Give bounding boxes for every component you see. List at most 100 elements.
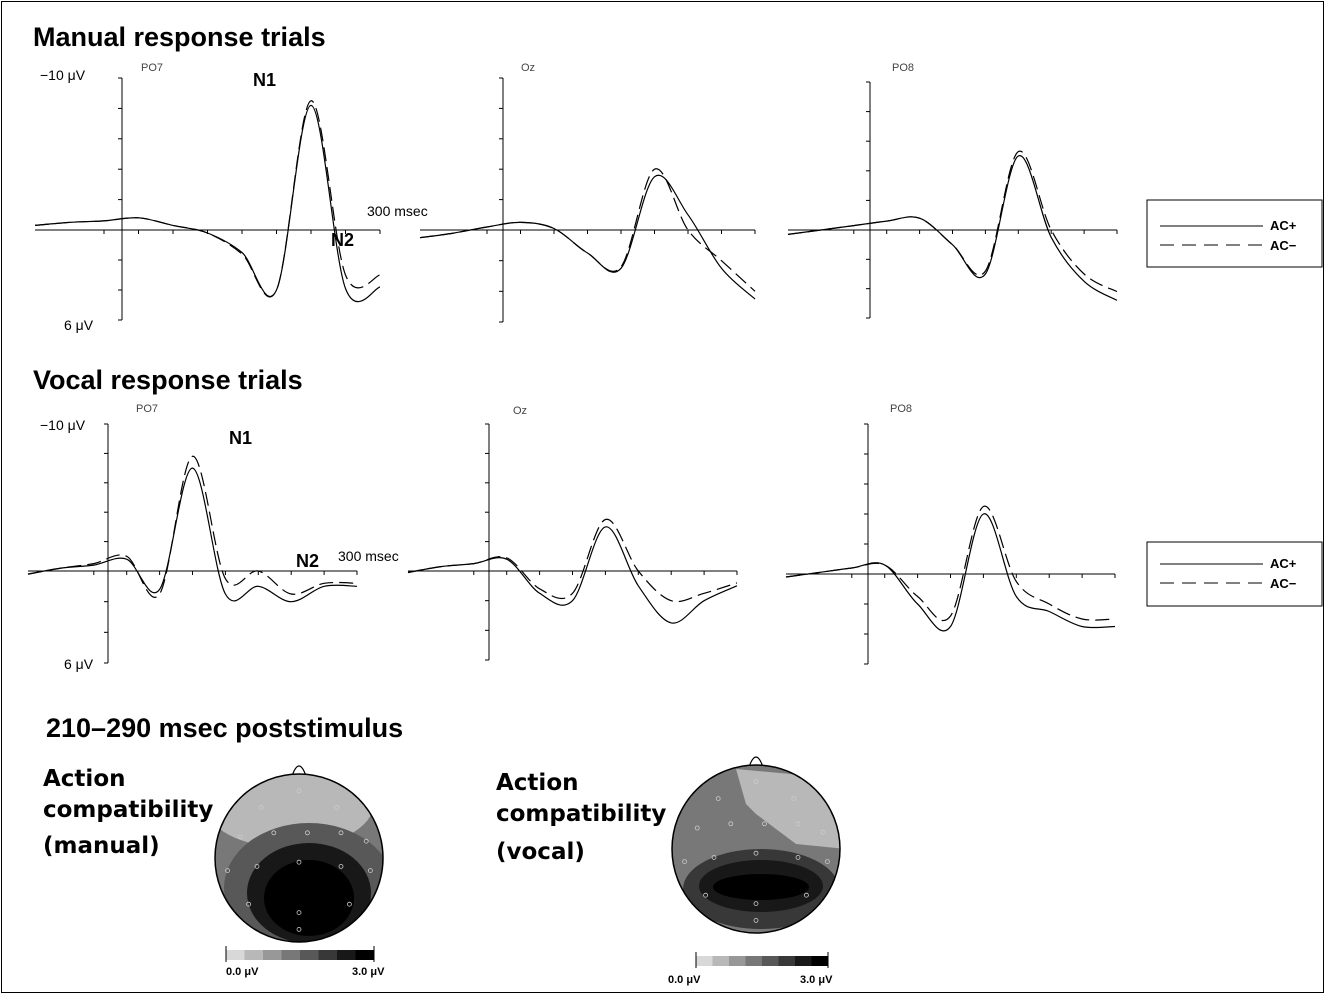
manual-po8-ac-minus-line (787, 150, 1118, 293)
manual-time-marker-label: 300 msec (367, 203, 428, 219)
topo-vocal-electrode (753, 918, 759, 923)
manual-oz-ac-minus-line (419, 168, 756, 292)
topo-vocal-electrode (804, 892, 809, 898)
vocal-time-marker-label: 300 msec (338, 548, 399, 564)
topo-manual-electrode (367, 868, 373, 873)
topo-manual-scale-segment (300, 950, 319, 960)
manual-section-title: Manual response trials (33, 22, 326, 52)
vocal-n1-label: N1 (229, 428, 252, 448)
vocal-legend-box (1146, 541, 1323, 607)
topo-vocal-scale-segment (729, 956, 746, 966)
topo-manual-electrode (304, 830, 310, 836)
topo-vocal-electrode (715, 796, 721, 801)
topo-vocal-electrode (795, 855, 801, 860)
manual-po7-ac-minus-line (34, 100, 381, 298)
topo-manual-scale-segment (337, 950, 356, 960)
topo-vocal-scale-segment (811, 956, 829, 966)
vocal-channel-label-oz: Oz (513, 405, 527, 417)
topo-vocal-electrode (825, 859, 830, 864)
topo-vocal-scale-segment (778, 956, 796, 966)
vocal-n2-label: N2 (296, 551, 319, 571)
vocal-po7-ac-plus-line (27, 467, 358, 603)
manual-po7-ac-plus-line (34, 104, 381, 303)
topo-manual-electrode (296, 859, 302, 865)
vocal-oz-ac-minus-line (407, 518, 738, 603)
topo-manual-electrode (225, 868, 231, 873)
topo-manual-scale-segment (244, 950, 264, 960)
topo-vocal-electrode (820, 829, 826, 835)
topo-vocal-scale-min: 0.0 μV (668, 974, 701, 986)
topo-vocal-map (672, 765, 840, 933)
topo-manual-scale-min: 0.0 μV (226, 966, 259, 978)
vocal-po8-ac-minus-line (785, 505, 1116, 622)
topo-manual-map (215, 774, 383, 942)
manual-ymin-label: −10 μV (40, 67, 86, 83)
topo-vocal-electrode (753, 901, 759, 906)
vocal-legend: AC+ AC− (1146, 541, 1323, 607)
topo-manual-electrode (296, 927, 302, 932)
plot-layer (27, 77, 1118, 968)
topo-manual-label-line1: Action (43, 766, 126, 792)
topo-manual-scale-segment (263, 950, 282, 960)
manual-legend-box (1146, 199, 1323, 268)
topo-section-title: 210–290 msec poststimulus (46, 713, 403, 743)
manual-oz-ac-plus-line (419, 174, 756, 300)
topo-manual-label-line2: compatibility (43, 797, 213, 823)
manual-channel-label-po8: PO8 (892, 62, 914, 74)
topo-manual-electrode (363, 838, 369, 844)
topo-manual-electrode (296, 910, 302, 915)
topo-vocal-scale-segment (762, 956, 779, 966)
vocal-ymin-label: −10 μV (40, 417, 86, 433)
topo-vocal-electrode (791, 796, 797, 801)
topo-manual-electrode (237, 834, 243, 840)
manual-n1-label: N1 (253, 70, 276, 90)
topo-vocal-scale-segment (712, 956, 730, 966)
topo-manual-electrode (246, 901, 252, 907)
vocal-legend-ac-minus: AC− (1270, 576, 1297, 591)
topo-manual-level (264, 860, 354, 936)
topo-vocal-electrode (703, 892, 708, 898)
topo-vocal-electrode (728, 821, 734, 827)
topo-manual-electrode (296, 788, 302, 794)
vocal-oz-ac-plus-line (407, 526, 738, 624)
topo-manual-electrode (346, 901, 352, 907)
manual-legend: AC+ AC− (1146, 199, 1323, 268)
topo-manual-scale-max: 3.0 μV (352, 966, 385, 978)
topo-vocal-scale-segment (795, 956, 812, 966)
topo-vocal-electrode (694, 825, 700, 831)
topo-manual-electrode (338, 864, 344, 869)
topo-manual-label-line3: (manual) (43, 833, 160, 859)
vocal-ymax-label: 6 μV (64, 656, 94, 672)
topo-manual-scale-segment (281, 950, 301, 960)
manual-channel-label-po7: PO7 (141, 62, 163, 74)
topo-manual-scale-segment (226, 950, 245, 960)
topo-manual-scale-segment (318, 950, 338, 960)
topo-manual-electrode (271, 830, 277, 836)
topo-vocal-scale-segment (696, 956, 713, 966)
topo-vocal-head-outline (671, 764, 841, 934)
topo-manual-electrode (334, 805, 340, 810)
topo-vocal-label-line1: Action (496, 770, 579, 796)
topo-manual-scale-segment (355, 950, 375, 960)
topo-vocal-scale-max: 3.0 μV (800, 974, 833, 986)
topo-manual-head-outline (214, 773, 384, 943)
manual-channel-label-oz: Oz (521, 62, 535, 74)
vocal-legend-ac-plus: AC+ (1270, 556, 1297, 571)
vocal-po7-ac-minus-line (27, 455, 358, 598)
topo-vocal-level (713, 874, 809, 900)
topo-vocal-electrode (753, 779, 759, 785)
topo-manual-electrode (254, 864, 260, 869)
topo-vocal-scale-segment (745, 956, 763, 966)
topo-manual-electrode (258, 805, 264, 810)
topo-vocal-electrode (762, 821, 767, 827)
topo-vocal-electrode (682, 859, 687, 864)
topo-vocal-label-line2: compatibility (496, 801, 666, 827)
manual-legend-ac-plus: AC+ (1270, 218, 1297, 233)
topo-vocal-label-line3: (vocal) (496, 839, 585, 865)
vocal-channel-label-po7: PO7 (136, 403, 158, 415)
topo-vocal-electrode (711, 855, 717, 860)
topo-vocal-electrode (753, 850, 759, 856)
